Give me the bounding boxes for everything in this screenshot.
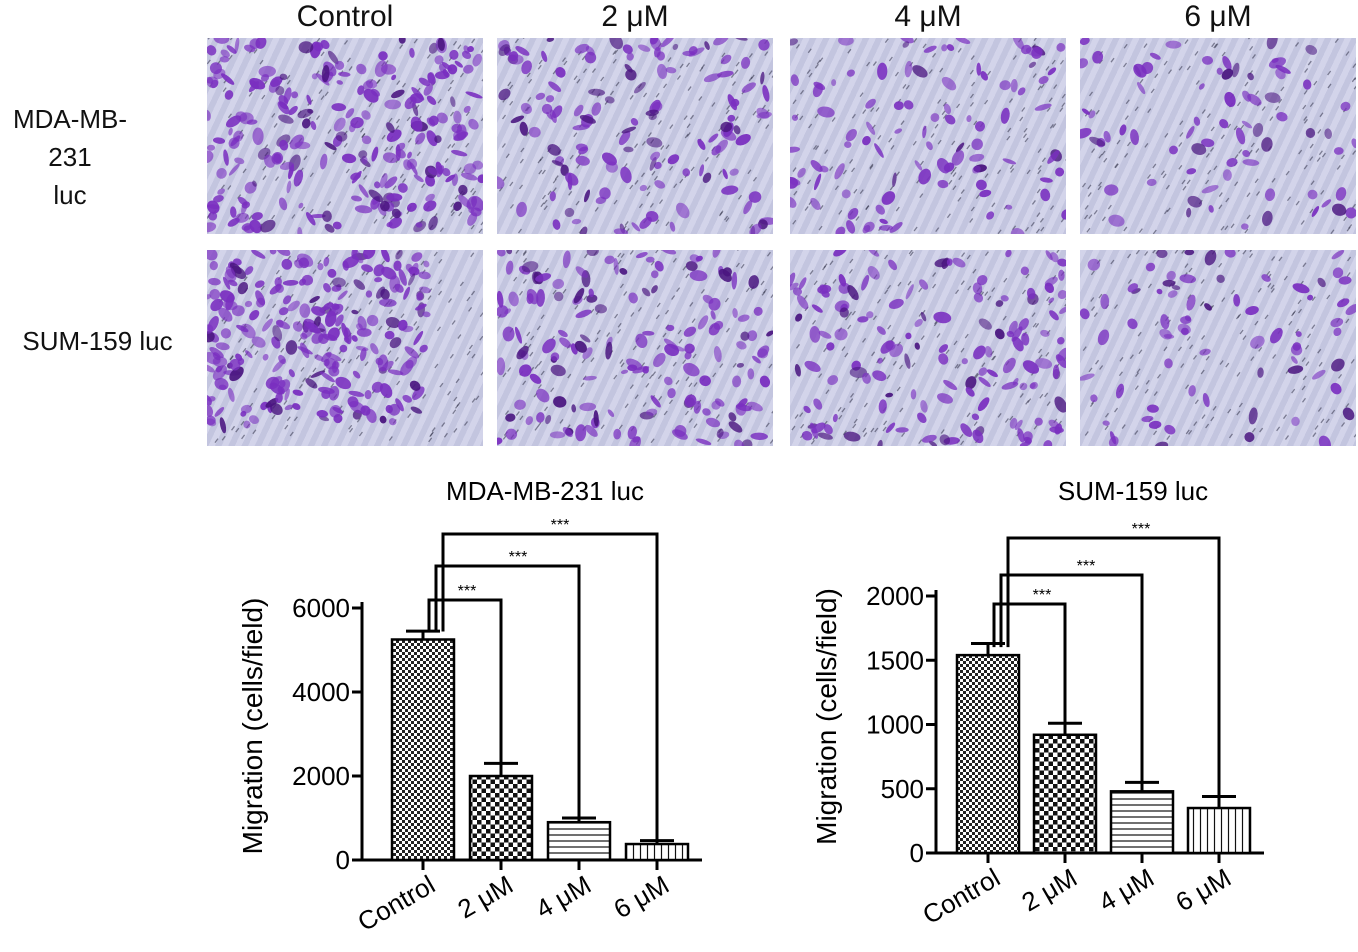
- y-tick-label: 6000: [292, 593, 350, 623]
- column-header-6um: 6 μM: [1184, 0, 1252, 33]
- micrograph-texture: [207, 38, 483, 234]
- significance-label: ***: [1077, 558, 1096, 575]
- chart-0: MDA-MB-231 luc Migration (cells/field) 0 20…: [237, 476, 702, 937]
- row-label-sum-line1: SUM-159 luc: [22, 326, 173, 356]
- micrograph-texture: [790, 250, 1066, 446]
- micrograph-sum-6um: [1080, 250, 1356, 446]
- micrograph-mda-4um: [790, 38, 1066, 234]
- bar-0: [955, 653, 1021, 855]
- x-tick-label: 6 μM: [608, 869, 674, 924]
- bar-0: [390, 638, 456, 862]
- significance-label: ***: [458, 583, 477, 600]
- chart-title: MDA-MB-231 luc: [446, 476, 644, 506]
- significance-bracket: [992, 602, 1067, 724]
- significance-bracket: [434, 564, 581, 818]
- chart-1: SUM-159 luc Migration (cells/field) 0 500 10…: [811, 476, 1264, 930]
- x-tick-label: Control: [352, 869, 440, 937]
- bar-1: [468, 774, 534, 862]
- micrograph-texture: [790, 38, 1066, 234]
- y-tick-label: 2000: [866, 581, 924, 611]
- x-tick-label: 2 μM: [1016, 862, 1082, 917]
- row-label-mda-line2: luc: [53, 180, 87, 210]
- micrograph-sum-2um: [497, 250, 773, 446]
- bar-3: [624, 842, 690, 862]
- row-label-mda-mb-231: MDA-MB-231 luc: [0, 100, 140, 214]
- micrograph-mda-2um: [497, 38, 773, 234]
- y-tick-label: 0: [910, 838, 924, 868]
- y-tick-label: 1000: [866, 710, 924, 740]
- x-tick-label: 2 μM: [452, 869, 518, 924]
- micrograph-texture: [1080, 250, 1356, 446]
- row-label-sum-159: SUM-159 luc: [0, 322, 195, 360]
- y-tick-label: 2000: [292, 761, 350, 791]
- x-tick-label: 6 μM: [1170, 862, 1236, 917]
- y-tick-label: 500: [881, 774, 924, 804]
- significance-label: ***: [1033, 587, 1052, 604]
- significance-bracket: [999, 573, 1144, 783]
- significance-bracket: [441, 532, 659, 841]
- significance-bracket: [427, 598, 503, 764]
- significance-label: ***: [551, 517, 570, 534]
- y-axis-label: Migration (cells/field): [237, 598, 268, 855]
- y-axis-label: Migration (cells/field): [811, 588, 842, 845]
- micrograph-mda-6um: [1080, 38, 1356, 234]
- y-tick-label: 0: [336, 845, 350, 875]
- significance-bracket: [1006, 536, 1221, 797]
- x-tick-label: Control: [917, 862, 1005, 930]
- column-header-4um: 4 μM: [894, 0, 962, 33]
- row-label-mda-line1: MDA-MB-231: [12, 104, 128, 172]
- micrograph-texture: [497, 38, 773, 234]
- bar-2: [1109, 790, 1175, 855]
- bar-2: [546, 820, 612, 862]
- bar-3: [1186, 806, 1252, 855]
- micrograph-texture: [207, 250, 483, 443]
- micrograph-sum-control: [207, 250, 483, 446]
- column-header-control: Control: [296, 0, 394, 33]
- significance-label: ***: [509, 549, 528, 566]
- significance-label: ***: [1132, 521, 1151, 538]
- column-header-2um: 2 μM: [601, 0, 669, 33]
- micrograph-sum-4um: [790, 250, 1066, 446]
- y-tick-label: 4000: [292, 677, 350, 707]
- micrograph-texture: [1080, 38, 1356, 234]
- x-tick-label: 4 μM: [530, 869, 596, 924]
- chart-title: SUM-159 luc: [1058, 476, 1208, 506]
- bar-charts: MDA-MB-231 luc Migration (cells/field) 0 20…: [237, 476, 1264, 937]
- x-tick-label: 4 μM: [1093, 862, 1159, 917]
- bar-1: [1032, 733, 1098, 855]
- y-tick-label: 1500: [866, 645, 924, 675]
- micrograph-texture: [497, 250, 773, 446]
- micrograph-mda-control: [207, 38, 483, 234]
